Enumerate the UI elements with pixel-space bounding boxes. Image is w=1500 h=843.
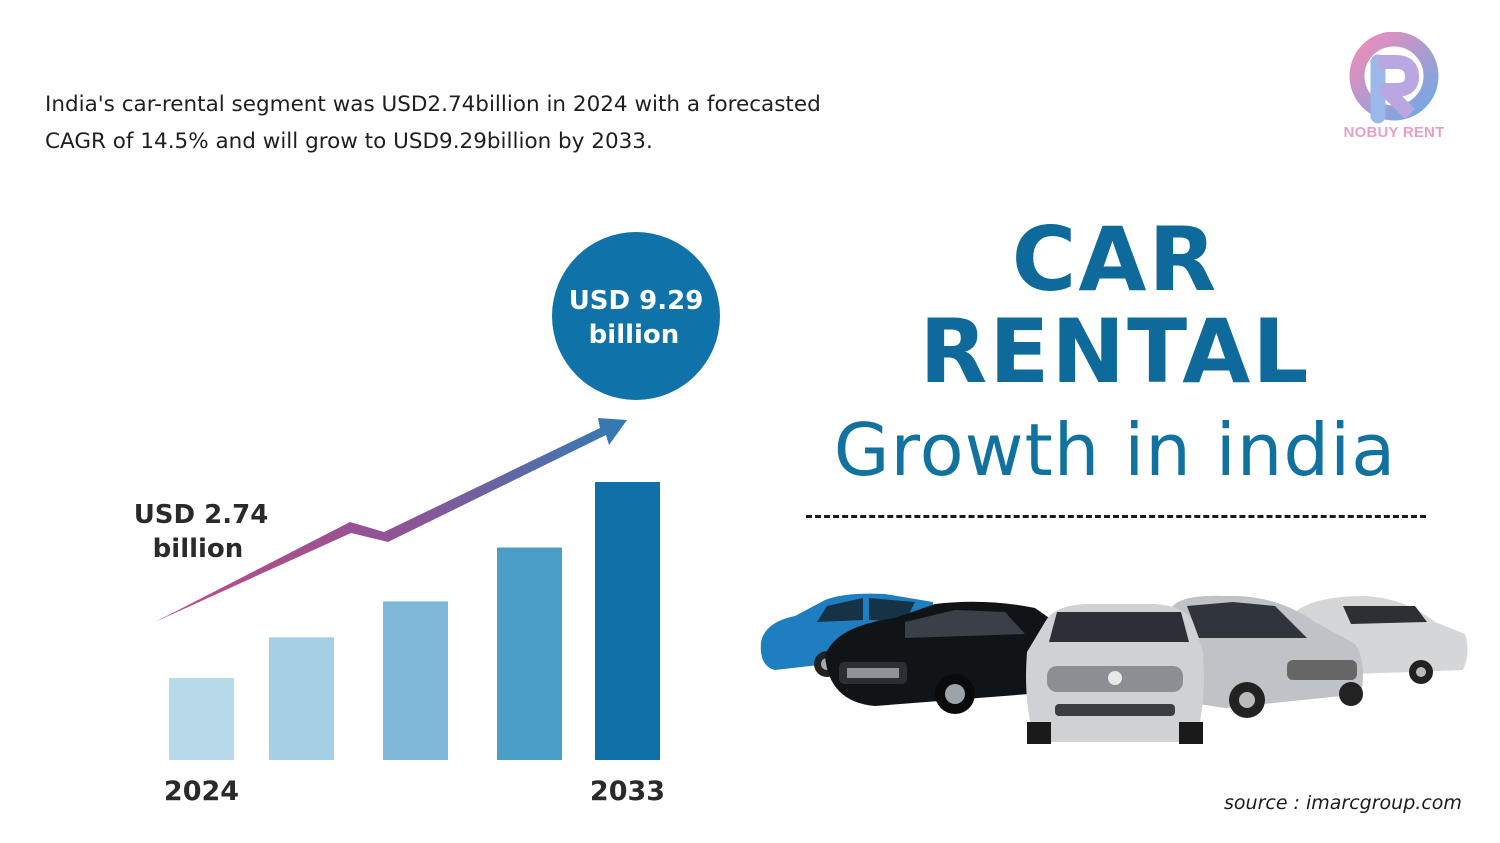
- end-label-line-2: billion: [589, 320, 680, 350]
- trend-arrow: [155, 418, 627, 622]
- headline-rental: RENTAL: [919, 300, 1311, 403]
- cars-illustration: [760, 593, 1468, 744]
- x-tick-label-0: 2024: [164, 776, 239, 807]
- x-tick-label-4: 2033: [590, 776, 665, 807]
- bar-1: [269, 637, 334, 760]
- headline-car: CAR: [1011, 208, 1219, 311]
- start-label-line-1: USD 2.74: [134, 500, 269, 530]
- intro-line-1: India's car-rental segment was USD2.74bi…: [45, 92, 821, 117]
- bar-3: [497, 547, 562, 760]
- source-credit: source : imarcgroup.com: [1224, 792, 1462, 814]
- end-value-bubble: [552, 232, 720, 400]
- brand-name: NOBUY RENT: [1343, 124, 1445, 141]
- intro-line-2: CAGR of 14.5% and will grow to USD9.29bi…: [45, 129, 653, 154]
- bar-4: [595, 482, 660, 760]
- start-label-line-2: billion: [153, 534, 244, 564]
- end-label-line-1: USD 9.29: [569, 286, 704, 316]
- bar-0: [169, 678, 234, 760]
- dashed-divider: [806, 515, 1426, 518]
- black-sedan-icon: [825, 601, 1055, 714]
- silver-van-icon: [1168, 595, 1363, 718]
- brand-logo-icon: [1349, 32, 1439, 124]
- headline-growth: Growth in india: [833, 408, 1397, 492]
- intro-text: India's car-rental segment was USD2.74bi…: [45, 86, 925, 160]
- growth-bar-chart: USD 9.29 billion USD 2.74 billion 2024 20…: [134, 232, 720, 807]
- bar-2: [383, 601, 448, 760]
- white-sedan-front-icon: [1026, 604, 1204, 744]
